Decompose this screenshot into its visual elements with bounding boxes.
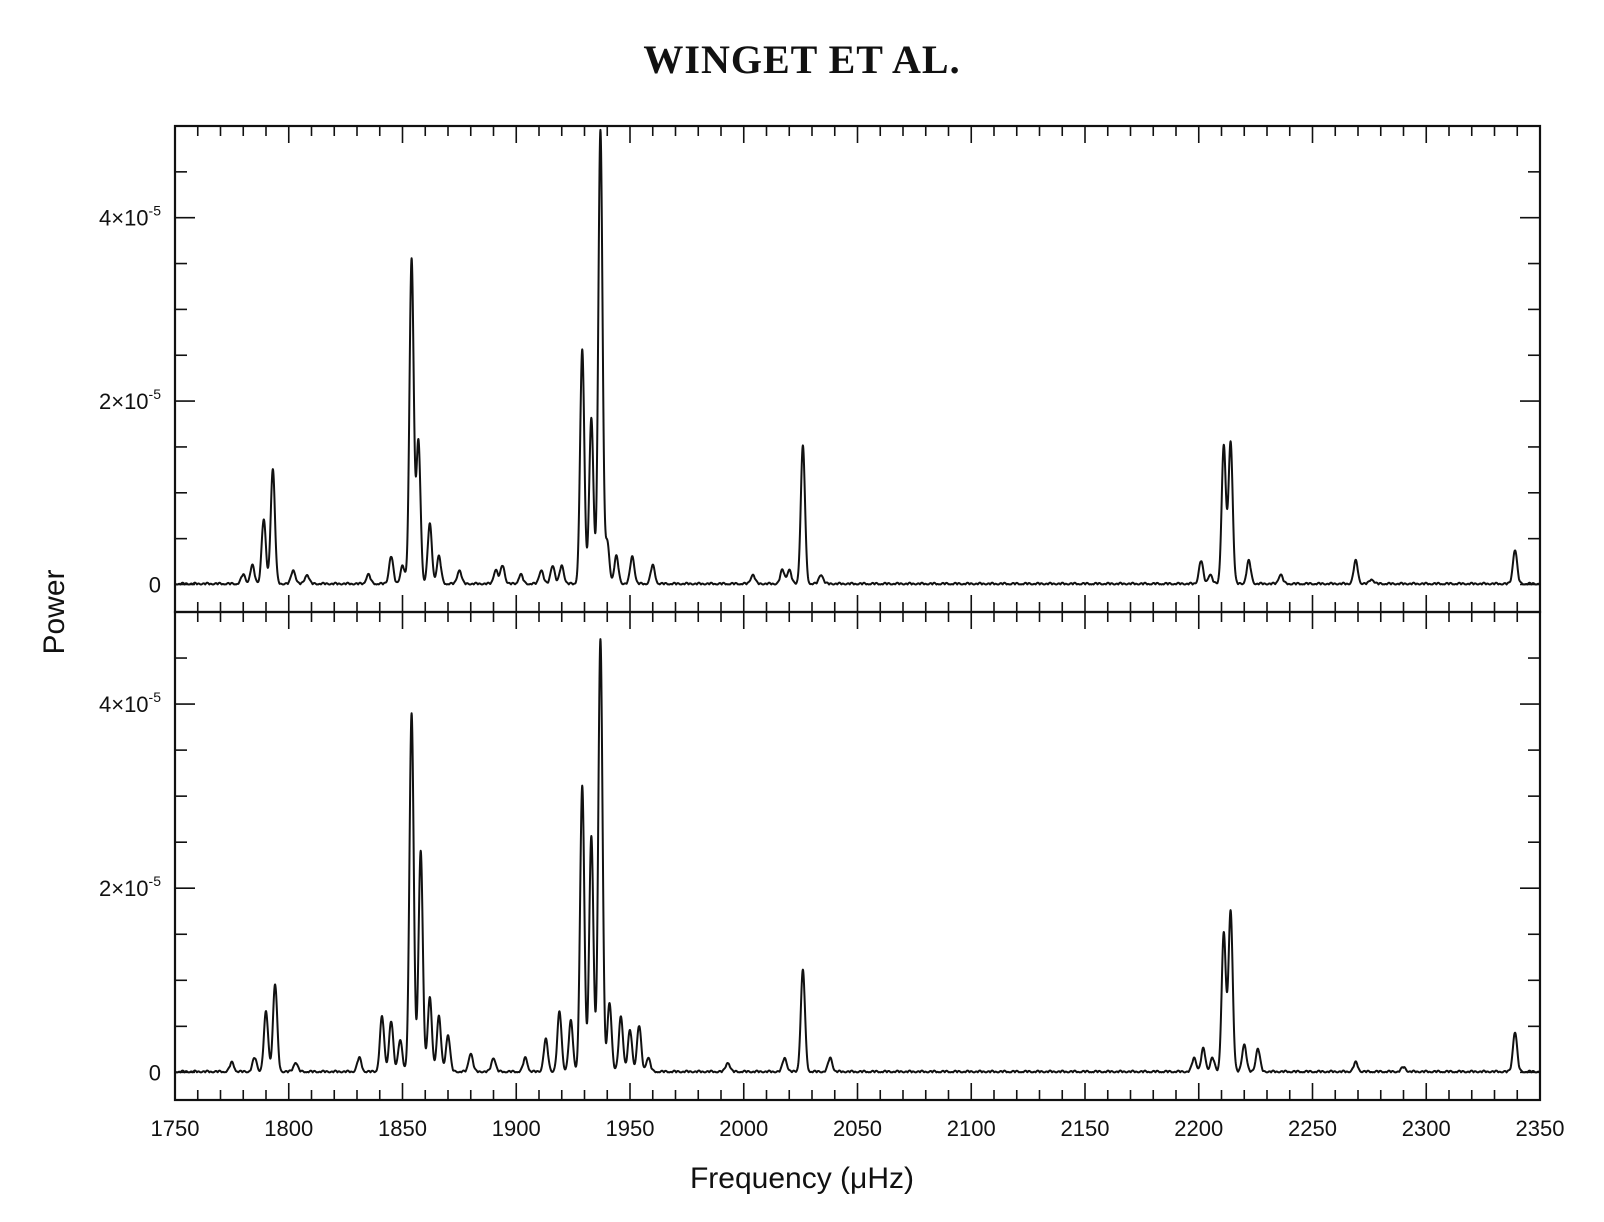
spectrum-line <box>174 128 1541 586</box>
panel-1: 0 2×10-5 4×10-5 <box>99 124 1542 614</box>
y-tick-label: 2×10-5 <box>99 386 161 414</box>
x-tick-label: 1950 <box>606 1116 655 1141</box>
x-tick-label: 2150 <box>1061 1116 1110 1141</box>
x-tick-label: 2100 <box>947 1116 996 1141</box>
x-tick-label: 1750 <box>151 1116 200 1141</box>
x-tick-label: 2350 <box>1516 1116 1565 1141</box>
y-tick-label: 4×10-5 <box>99 689 161 717</box>
spectrum-line <box>174 638 1541 1074</box>
x-tick-label: 2300 <box>1402 1116 1451 1141</box>
x-tick-label: 2000 <box>719 1116 768 1141</box>
panel-2: 0 2×10-5 4×10-5 <box>99 610 1542 1102</box>
x-tick-label: 1800 <box>264 1116 313 1141</box>
x-tick-label: 2050 <box>833 1116 882 1141</box>
panel-frame <box>173 124 1542 614</box>
x-tick-label: 1850 <box>378 1116 427 1141</box>
axis-layer: 1750 1800 1850 1900 1950 2000 2050 2100 2150 2200… <box>151 1116 1565 1141</box>
page-title: WINGET ET AL. <box>643 37 961 82</box>
x-tick-label: 2200 <box>1174 1116 1223 1141</box>
x-axis-label: Frequency (μHz) <box>689 1162 914 1195</box>
y-tick-label: 0 <box>149 572 161 597</box>
y-tick-label: 4×10-5 <box>99 203 161 231</box>
x-tick-label: 2250 <box>1288 1116 1337 1141</box>
panels-layer: 0 2×10-5 4×10-5 0 2×10-5 4×10-5 <box>99 124 1542 1102</box>
y-tick-label: 0 <box>149 1060 161 1085</box>
y-tick-label: 2×10-5 <box>99 873 161 901</box>
x-tick-label: 1900 <box>492 1116 541 1141</box>
